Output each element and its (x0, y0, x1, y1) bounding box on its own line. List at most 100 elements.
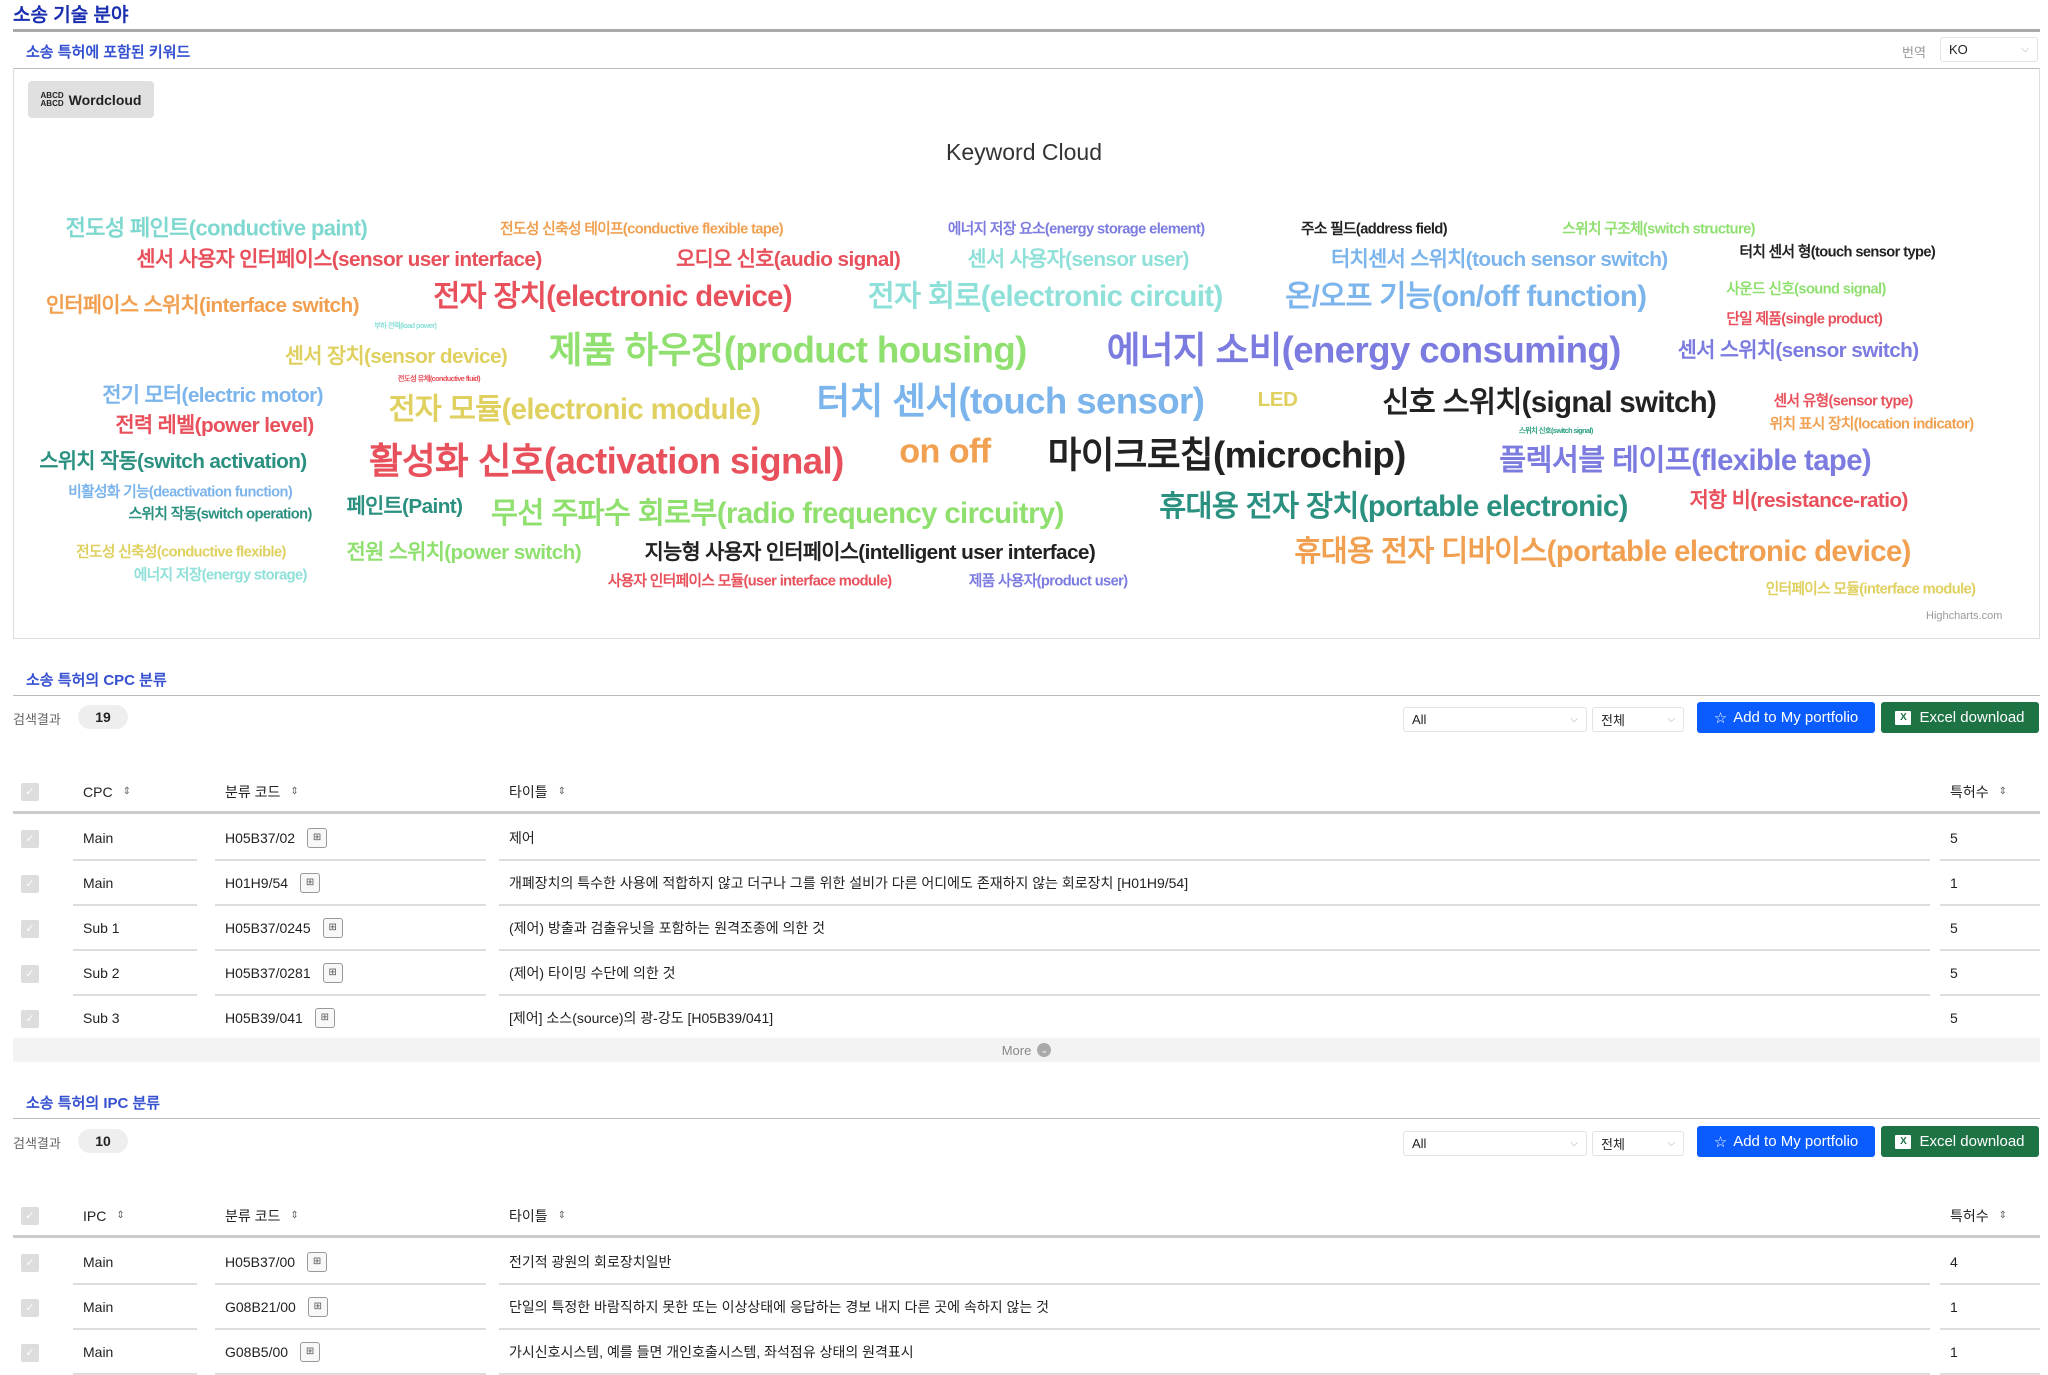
patent-count: 5 (1950, 829, 1958, 846)
results-label: 검색결과 (13, 712, 61, 727)
keyword-word: 스위치 신호(switch signal) (1518, 425, 1593, 435)
sort-icon[interactable]: ⇕ (122, 786, 131, 797)
keyword-word: 전도성 페인트(conductive paint) (65, 215, 368, 241)
wordcloud-button-label: Wordcloud (68, 91, 142, 108)
sort-icon[interactable]: ⇕ (1998, 1210, 2008, 1221)
keyword-word: 휴대용 전자 디바이스(portable electronic device) (1294, 534, 1911, 568)
hierarchy-tree-icon[interactable]: ⊞ (307, 1251, 328, 1272)
classification-type: Main (83, 829, 114, 846)
keyword-word: 온/오프 기능(on/off function) (1285, 280, 1647, 314)
hierarchy-tree-icon[interactable]: ⊞ (307, 1296, 328, 1317)
hierarchy-tree-icon[interactable]: ⊞ (322, 917, 343, 938)
column-header[interactable]: 타이틀 ⇕ (509, 1193, 1940, 1238)
more-button[interactable]: More ⌄ (13, 1038, 2040, 1062)
classification-title: (제어) 타이밍 수단에 의한 것 (509, 964, 676, 981)
add-to-portfolio-button[interactable]: ☆ Add to My portfolio (1697, 702, 1875, 733)
table-row: ✓ Main G08B5/00 ⊞ 가시신호시스템, 예를 들면 개인호출시스템, 좌석… (13, 1330, 2040, 1375)
cpc-section-title: 소송 특허의 CPC 분류 (26, 672, 167, 689)
row-checkbox[interactable]: ✓ (21, 874, 39, 893)
results-label: 검색결과 (13, 1136, 61, 1151)
excel-download-button[interactable]: X Excel download (1881, 1126, 2039, 1157)
row-checkbox[interactable]: ✓ (21, 964, 39, 983)
sort-icon[interactable]: ⇕ (290, 786, 299, 797)
table-row: ✓ Main H05B37/00 ⊞ 전기적 광원의 회로장치일반 4 (13, 1240, 2040, 1285)
table-row: ✓ Main H05B37/02 ⊞ 제어 5 (13, 816, 2040, 861)
classification-code: H05B37/0281 (225, 964, 311, 981)
classification-code: G08B5/00 (225, 1343, 289, 1360)
keyword-word: 신호 스위치(signal switch) (1382, 386, 1717, 420)
keyword-word: 센서 사용자(sensor user) (967, 248, 1190, 272)
keyword-word: 위치 표시 장치(location indicator) (1769, 416, 1975, 433)
row-checkbox[interactable]: ✓ (21, 1009, 39, 1028)
column-header[interactable]: CPC ⇕ (83, 769, 207, 814)
keyword-word: 마이크로칩(microchip) (1047, 434, 1407, 476)
keyword-word: 전기 모터(electric motor) (102, 383, 323, 407)
classification-type: Sub 3 (83, 1009, 120, 1026)
keyword-word: 저항 비(resistance-ratio) (1689, 488, 1909, 512)
hierarchy-tree-icon[interactable]: ⊞ (300, 1341, 321, 1362)
column-header[interactable]: 특허수 ⇕ (1950, 769, 2048, 814)
row-checkbox[interactable]: ✓ (21, 919, 39, 938)
column-header[interactable]: 분류 코드 ⇕ (225, 1193, 496, 1238)
keyword-word: 단일 제품(single product) (1726, 311, 1883, 328)
keyword-word: 터치 센서 형(touch sensor type) (1739, 244, 1936, 261)
classification-title: 개폐장치의 특수한 사용에 적합하지 않고 더구나 그를 위한 설비가 다른 어… (509, 874, 1189, 891)
patent-count: 5 (1950, 919, 1958, 936)
hierarchy-tree-icon[interactable]: ⊞ (314, 1007, 335, 1028)
classification-title: 제어 (509, 829, 535, 846)
row-checkbox[interactable]: ✓ (21, 829, 39, 848)
column-header[interactable]: 분류 코드 ⇕ (225, 769, 496, 814)
excel-icon: X (1895, 1134, 1912, 1149)
button-label: Add to My portfolio (1733, 709, 1859, 726)
row-checkbox[interactable]: ✓ (21, 1298, 39, 1317)
table-row: ✓ Sub 1 H05B37/0245 ⊞ (제어) 방출과 검출유닛을 포함하는 원격… (13, 906, 2040, 951)
patent-count: 1 (1950, 1298, 1958, 1315)
keyword-word: 스위치 작동(switch activation) (39, 450, 307, 474)
sort-icon[interactable]: ⇕ (557, 786, 567, 797)
ipc-section-title: 소송 특허의 IPC 분류 (26, 1095, 161, 1112)
button-label: Add to My portfolio (1733, 1133, 1859, 1150)
filter-value: All (1412, 712, 1427, 727)
hierarchy-tree-icon[interactable]: ⊞ (322, 962, 343, 983)
chevron-down-icon: ⌄ (1037, 1043, 1052, 1057)
ipc-scope-select[interactable]: 전체 ⌵ (1592, 1131, 1684, 1156)
excel-download-button[interactable]: X Excel download (1881, 702, 2039, 733)
button-label: Excel download (1919, 709, 2025, 726)
hierarchy-tree-icon[interactable]: ⊞ (307, 827, 328, 848)
table-row: ✓ Sub 3 H05B39/041 ⊞ [제어] 소스(source)의 광-강도 [… (13, 996, 2040, 1041)
hierarchy-tree-icon[interactable]: ⊞ (300, 872, 321, 893)
keyword-word: 에너지 저장(energy storage) (133, 567, 308, 584)
keyword-word: 전자 모듈(electronic module) (388, 392, 761, 426)
language-select[interactable]: KO ⌵ (1940, 37, 2038, 62)
row-checkbox[interactable]: ✓ (21, 1343, 39, 1362)
cpc-scope-select[interactable]: 전체 ⌵ (1592, 707, 1684, 732)
cpc-filter-select[interactable]: All ⌵ (1403, 707, 1587, 732)
keyword-word: 센서 유형(sensor type) (1773, 393, 1914, 410)
highcharts-credits[interactable]: Highcharts.com (1926, 610, 2003, 622)
more-label: More (1001, 1042, 1032, 1058)
sort-icon[interactable]: ⇕ (116, 1210, 125, 1221)
wordcloud-panel (13, 68, 2040, 639)
chevron-down-icon: ⌵ (1667, 714, 1675, 725)
add-to-portfolio-button[interactable]: ☆ Add to My portfolio (1697, 1126, 1875, 1157)
sort-icon[interactable]: ⇕ (557, 1210, 567, 1221)
row-checkbox[interactable]: ✓ (21, 1253, 39, 1272)
select-all-checkbox[interactable]: ✓ (21, 782, 39, 801)
classification-title: 전기적 광원의 회로장치일반 (509, 1253, 672, 1270)
keyword-word: 플렉서블 테이프(flexible tape) (1499, 444, 1872, 478)
select-all-checkbox[interactable]: ✓ (21, 1206, 39, 1225)
column-header[interactable]: 타이틀 ⇕ (509, 769, 1940, 814)
column-header[interactable]: 특허수 ⇕ (1950, 1193, 2048, 1238)
column-header[interactable]: IPC ⇕ (83, 1193, 207, 1238)
sort-icon[interactable]: ⇕ (1998, 786, 2008, 797)
sort-icon[interactable]: ⇕ (290, 1210, 299, 1221)
excel-icon: X (1895, 710, 1912, 725)
divider (13, 695, 2040, 696)
wordcloud-button[interactable]: ABCD ABCD Wordcloud (28, 81, 154, 118)
keyword-word: on off (899, 432, 991, 471)
patent-count: 1 (1950, 874, 1958, 891)
ipc-filter-select[interactable]: All ⌵ (1403, 1131, 1587, 1156)
keyword-word: 전자 장치(electronic device) (433, 280, 793, 314)
patent-count: 5 (1950, 1009, 1958, 1026)
keyword-word: 비활성화 기능(deactivation function) (68, 484, 293, 501)
